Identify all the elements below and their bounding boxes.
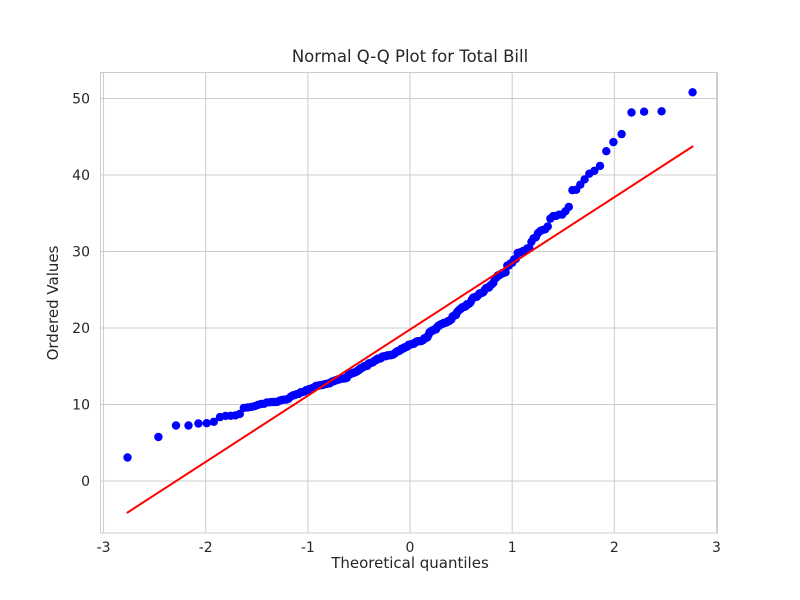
y-tick-label: 10 xyxy=(72,397,90,413)
data-point xyxy=(657,107,666,116)
y-tick-label: 50 xyxy=(72,92,90,108)
fit-line-layer xyxy=(126,145,694,514)
data-point xyxy=(501,268,510,277)
data-point xyxy=(639,107,649,116)
data-point xyxy=(235,409,244,419)
grid-layer xyxy=(100,72,718,533)
x-axis-label: Theoretical quantiles xyxy=(330,554,489,572)
x-tick-label: 3 xyxy=(712,540,721,556)
data-point xyxy=(590,166,599,175)
fit-line xyxy=(126,145,694,514)
data-point xyxy=(171,421,181,430)
data-point xyxy=(154,432,163,442)
x-tick-label: 1 xyxy=(508,540,517,556)
x-tick-label: -3 xyxy=(97,540,111,556)
data-point xyxy=(602,147,611,156)
x-tick-label: -1 xyxy=(301,540,315,556)
data-point xyxy=(609,137,618,147)
data-point xyxy=(123,453,132,462)
data-point xyxy=(564,202,573,212)
y-axis-label: Ordered Values xyxy=(44,245,62,360)
data-point xyxy=(688,88,697,97)
y-tick-label: 0 xyxy=(81,474,90,490)
data-point xyxy=(580,175,589,184)
axes-border xyxy=(100,72,718,534)
x-tick-label: 2 xyxy=(610,540,619,556)
y-tick-label: 20 xyxy=(72,321,90,337)
data-point xyxy=(543,222,552,231)
chart-title: Normal Q-Q Plot for Total Bill xyxy=(292,47,528,66)
data-point xyxy=(202,419,211,428)
data-point xyxy=(627,108,636,117)
data-point xyxy=(209,417,218,426)
x-tick-label: 0 xyxy=(406,540,415,556)
data-point xyxy=(617,129,626,139)
scatter-points-layer xyxy=(123,88,697,462)
x-tick-label: -2 xyxy=(199,540,213,556)
y-tick-label: 30 xyxy=(72,244,90,260)
data-point xyxy=(184,421,193,430)
data-point xyxy=(595,161,605,171)
data-point xyxy=(194,419,203,428)
y-tick-label: 40 xyxy=(72,168,90,184)
